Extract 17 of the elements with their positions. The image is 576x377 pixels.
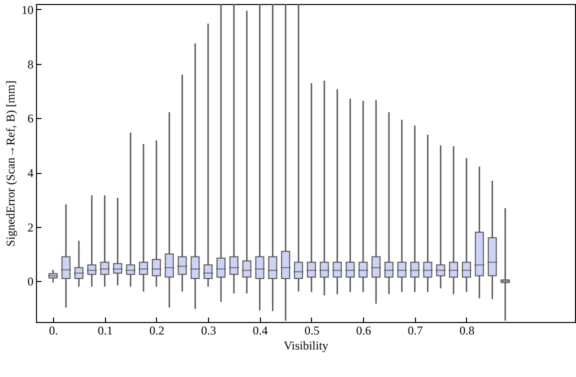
y-axis-title: SignedError (Scan→Ref, B) [mm]: [4, 80, 18, 246]
x-tick-label: 0.7: [408, 324, 423, 338]
y-tick-label: 4: [28, 166, 34, 180]
x-tick-label: 0.3: [201, 324, 216, 338]
x-tick-label: 0.2: [149, 324, 164, 338]
x-tick-label: 0.4: [252, 324, 268, 338]
y-tick-label: 2: [28, 220, 34, 234]
y-tick-label: 10: [22, 2, 34, 17]
x-tick-label: 0.8: [459, 324, 474, 338]
x-tick-label: 0.6: [356, 324, 372, 338]
x-tick-label: 0.: [49, 324, 58, 338]
x-tick-label: 0.5: [304, 324, 320, 338]
x-axis-title: Visibility: [284, 338, 328, 352]
y-tick-label: 8: [28, 57, 34, 72]
y-tick-label: 6: [28, 112, 34, 126]
x-tick-label: 0.1: [98, 324, 113, 338]
y-tick-label: 0: [28, 274, 34, 289]
